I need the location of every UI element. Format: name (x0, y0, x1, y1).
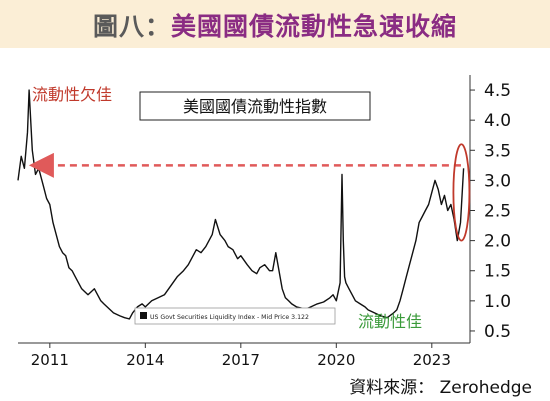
y-tick-label: 0.5 (484, 322, 511, 342)
x-tick-label: 2017 (222, 351, 260, 369)
chart-title: 美國國債流動性指數 (183, 97, 327, 116)
y-tick-label: 1.0 (484, 292, 511, 312)
highlight-ellipse (452, 143, 471, 242)
legend-swatch (140, 312, 147, 319)
y-tick-label: 1.5 (484, 262, 511, 282)
legend: US Govt Securities Liquidity Index - Mid… (134, 307, 336, 325)
y-tick-label: 2.5 (484, 202, 511, 222)
x-tick-label: 2011 (31, 351, 69, 369)
y-tick-label: 3.5 (484, 141, 511, 161)
x-axis: 2011 2014 2017 2020 2023 (31, 343, 451, 369)
bad-liquidity-label: 流動性欠佳 (32, 85, 112, 104)
page-title: 圖八：美國國債流動性急速收縮 (0, 7, 550, 43)
x-tick-label: 2020 (317, 351, 355, 369)
source-note: 資料來源： Zerohedge (349, 378, 532, 398)
title-prefix: 圖八： (92, 12, 171, 41)
x-tick-label: 2014 (126, 351, 164, 369)
good-liquidity-label: 流動性佳 (358, 312, 422, 331)
x-tick-label: 2023 (413, 351, 451, 369)
liquidity-series-line (17, 89, 465, 320)
y-tick-label: 2.0 (484, 232, 511, 252)
y-tick-label: 3.0 (484, 171, 511, 191)
legend-box (134, 307, 336, 325)
y-tick-label: 4.0 (484, 111, 511, 131)
y-tick-label: 4.5 (484, 81, 511, 101)
chart-title-box (139, 91, 371, 121)
title-main: 美國國債流動性急速收縮 (171, 12, 458, 41)
legend-label: US Govt Securities Liquidity Index - Mid… (150, 314, 309, 321)
y-axis: 0.5 1.0 1.5 2.0 2.5 3.0 3.5 4.0 4.5 (470, 81, 511, 342)
title-banner: 圖八：美國國債流動性急速收縮 (0, 0, 550, 48)
